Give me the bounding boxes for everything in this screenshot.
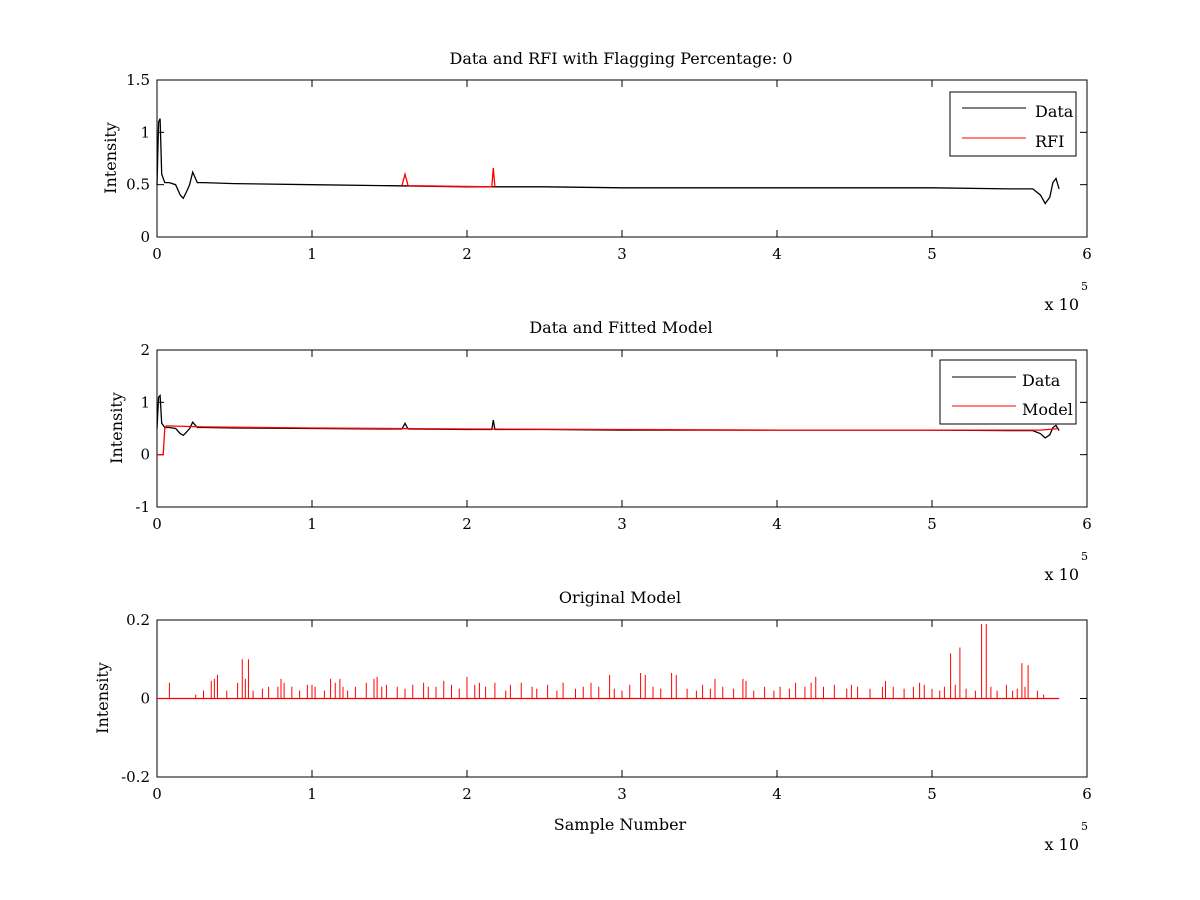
y-axis-label: Intensity: [93, 662, 112, 734]
x-tick-label: 0: [152, 245, 162, 263]
legend: Data Model: [939, 359, 1077, 425]
x-axis-scale-label: x 10 5: [1045, 280, 1088, 314]
y-tick-label: 1: [140, 123, 150, 141]
plot-area: 0 1 2 3 4 5 6 0 0.5 1 1.5: [126, 71, 1092, 263]
fitted-model-panel: Data and Fitted Model Intensity 0 1 2 3 4 5 6 -…: [107, 318, 1092, 584]
x-scale-base: x 10: [1045, 565, 1079, 584]
y-tick-label: 0: [140, 228, 150, 246]
y-axis-label: Intensity: [107, 392, 126, 464]
x-tick-label: 4: [772, 785, 782, 803]
legend-label-data: Data: [1035, 102, 1074, 121]
x-tick-label: 1: [307, 785, 317, 803]
x-tick-label: 5: [927, 785, 937, 803]
x-tick-label: 6: [1082, 785, 1092, 803]
x-tick-label: 5: [927, 515, 937, 533]
x-tick-label: 0: [152, 785, 162, 803]
y-tick-label: 0: [140, 446, 150, 464]
x-tick-label: 1: [307, 245, 317, 263]
legend-box: [949, 91, 1077, 157]
x-tick-label: 2: [462, 245, 472, 263]
x-scale-base: x 10: [1045, 835, 1079, 854]
x-tick-label: 4: [772, 515, 782, 533]
x-scale-exponent: 5: [1081, 820, 1088, 833]
y-tick-label: -0.2: [121, 768, 150, 786]
x-tick-label: 6: [1082, 245, 1092, 263]
y-tick-label: 0: [140, 690, 150, 708]
x-tick-label: 2: [462, 785, 472, 803]
series-line-model: [157, 425, 1060, 456]
x-scale-exponent: 5: [1081, 280, 1088, 293]
y-axis-label: Intensity: [101, 122, 120, 194]
x-tick-label: 3: [617, 785, 627, 803]
x-scale-exponent: 5: [1081, 550, 1088, 563]
legend-box: [939, 359, 1077, 425]
plot-area: 0 1 2 3 4 5 6-0.200.2: [121, 611, 1092, 803]
y-tick-label: -1: [135, 498, 150, 516]
x-tick-label: 0: [152, 515, 162, 533]
legend-label-rfi: RFI: [1035, 132, 1064, 151]
x-axis-scale-label: x 10 5: [1045, 820, 1088, 854]
legend-label-data: Data: [1022, 371, 1061, 390]
y-tick-label: 2: [140, 341, 150, 359]
x-tick-label: 3: [617, 245, 627, 263]
x-axis-label: Sample Number: [554, 815, 687, 834]
x-tick-label: 5: [927, 245, 937, 263]
panel-title: Data and RFI with Flagging Percentage: 0: [449, 49, 792, 68]
x-tick-label: 1: [307, 515, 317, 533]
legend: Data RFI: [949, 91, 1077, 157]
x-scale-base: x 10: [1045, 295, 1079, 314]
original-model-panel: Original Model Intensity 0 1 2 3 4 5 6-0.200.2…: [93, 588, 1092, 854]
rfi-panel: Data and RFI with Flagging Percentage: 0…: [101, 49, 1092, 314]
panel-title: Original Model: [559, 588, 681, 607]
x-tick-label: 3: [617, 515, 627, 533]
y-tick-label: 1: [140, 393, 150, 411]
x-tick-label: 4: [772, 245, 782, 263]
y-tick-label: 1.5: [126, 71, 150, 89]
series-line-data: [156, 118, 1060, 205]
x-axis-scale-label: x 10 5: [1045, 550, 1088, 584]
x-tick-label: 6: [1082, 515, 1092, 533]
x-tick-label: 2: [462, 515, 472, 533]
legend-label-model: Model: [1022, 400, 1073, 419]
panel-title: Data and Fitted Model: [529, 318, 712, 337]
series-line-rfi: [401, 167, 496, 188]
y-tick-label: 0.2: [126, 611, 150, 629]
y-tick-label: 0.5: [126, 176, 150, 194]
